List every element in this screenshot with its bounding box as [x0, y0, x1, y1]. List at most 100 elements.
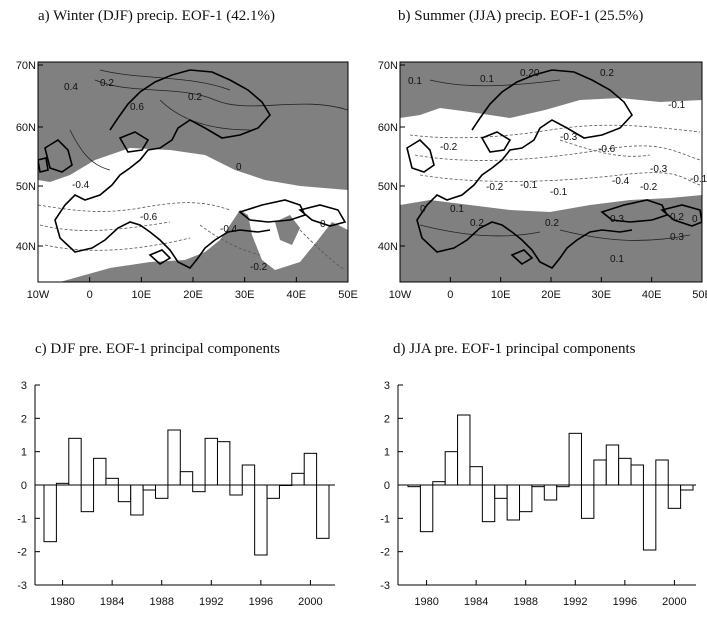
bar [642, 484, 657, 551]
bar [494, 484, 508, 499]
map-lon-tick: 10E [132, 289, 152, 301]
bar [204, 437, 218, 486]
map-a-negative-contours [38, 202, 346, 271]
y-tick-label: -2 [380, 547, 390, 559]
bar [568, 432, 582, 486]
map-lon-tick: 20E [183, 289, 203, 301]
map-b-contour-label: 0.1 [450, 204, 464, 215]
map-b-contour-label: -0.1 [550, 187, 568, 198]
bar [130, 484, 144, 516]
map-a-contour-label: -0.4 [220, 224, 238, 235]
y-tick-label: 3 [384, 380, 390, 392]
map-lon-tick: 40E [642, 289, 662, 301]
bar [543, 484, 558, 501]
bar [117, 484, 132, 503]
y-tick-label: 2 [384, 413, 390, 425]
map-b-coastlines [406, 69, 702, 270]
y-tick-label: -1 [380, 513, 390, 525]
map-b-contour-label: -0.2 [640, 182, 658, 193]
map-b-contour-label: -0.3 [650, 164, 668, 175]
map-lat-tick: 60N [378, 122, 398, 134]
y-tick-label: 1 [21, 447, 27, 459]
map-b-contour-label: 0.1 [480, 74, 494, 85]
bar [80, 484, 95, 513]
map-a-shaded-south [60, 210, 348, 282]
bar [68, 437, 82, 486]
bar [605, 444, 620, 486]
y-tick-label: -2 [17, 547, 27, 559]
map-a-contour-label: -0.6 [140, 212, 158, 223]
bar [155, 484, 169, 499]
y-tick-label: -1 [17, 513, 27, 525]
map-lon-tick: 0 [447, 289, 453, 301]
map-b-contour-label: 0.2 [670, 212, 684, 223]
bar [593, 459, 607, 486]
map-b-contour-label: -0.6 [598, 144, 616, 155]
map-a-title: a) Winter (DJF) precip. EOF-1 (42.1%) [38, 8, 275, 24]
map-b-contours [419, 79, 691, 241]
map-b-contour-label: -0.1 [520, 180, 538, 191]
map-lat-tick: 60N [16, 122, 36, 134]
x-tick-label: 1992 [563, 596, 587, 608]
map-lat-tick: 40N [16, 241, 36, 253]
map-lat-tick: 50N [16, 181, 36, 193]
map-b-contour-label: -0.1 [668, 100, 686, 111]
x-tick-label: 1992 [199, 596, 223, 608]
y-tick-label: -3 [17, 580, 27, 592]
bar [457, 414, 471, 486]
map-b-contour-label: 0.2 [545, 218, 559, 229]
map-b-contour-label: -0.2 [440, 142, 458, 153]
map-lon-tick: 50E [338, 289, 358, 301]
chart-d: 3 2 1 0 -1 -2 -3 1980 1984 1988 1992 1996 2000 [380, 380, 696, 608]
map-lon-tick: 40E [287, 289, 307, 301]
x-tick-label: 1980 [414, 596, 438, 608]
map-b-contour-label: -0.4 [612, 176, 630, 187]
map-b-contour-label: -0.3 [560, 132, 578, 143]
map-lon-tick: 10W [389, 289, 412, 301]
bar [291, 472, 305, 486]
map-a-contour-label: 0 [320, 219, 326, 230]
x-tick-label: 2000 [662, 596, 686, 608]
map-a-contour-label: 0.4 [64, 82, 78, 93]
map-a-shaded-east [275, 215, 300, 245]
bar [142, 484, 157, 491]
map-b-contour-label: 0.20 [520, 68, 540, 79]
bar [105, 477, 119, 486]
map-b [399, 61, 703, 283]
map-b-contour-label: 0.3 [610, 214, 624, 225]
map-a-shaded-north [38, 62, 348, 190]
map-b-contour-label: 0.3 [670, 232, 684, 243]
map-lon-tick: 30E [592, 289, 612, 301]
map-lat-tick: 50N [378, 181, 398, 193]
bar [93, 457, 107, 486]
bar [179, 471, 194, 486]
bar [580, 484, 595, 519]
map-b-title: b) Summer (JJA) precip. EOF-1 (25.5%) [398, 8, 644, 24]
bar [667, 484, 682, 509]
map-b-shaded-north [400, 62, 702, 118]
map-a-contour-label: -0.2 [250, 262, 268, 273]
chart-d-title: d) JJA pre. EOF-1 principal components [393, 341, 636, 357]
x-tick-label: 2000 [298, 596, 322, 608]
map-b-negative-contours [409, 124, 701, 186]
map-lon-tick: 30E [235, 289, 255, 301]
map-lon-tick: 50E [692, 289, 707, 301]
bar [303, 452, 318, 486]
bar [266, 484, 280, 499]
bar [192, 484, 206, 493]
bar [481, 484, 496, 523]
map-a-contour-label: 0.6 [130, 102, 144, 113]
map-lon-tick: 10E [491, 289, 511, 301]
bar [316, 484, 330, 539]
bar [506, 484, 521, 521]
chart-c: 3 2 1 0 -1 -2 -3 1980 1984 1988 1992 1996 2000 [17, 380, 335, 608]
bar [43, 484, 57, 543]
map-lat-tick: 70N [16, 60, 36, 72]
bar [241, 464, 256, 486]
x-tick-label: 1988 [149, 596, 173, 608]
bar [419, 484, 434, 533]
map-b-contour-label: 0.1 [610, 254, 624, 265]
map-b-contour-label: 0.2 [470, 218, 484, 229]
map-b-contour-label: -0.1 [690, 174, 707, 185]
